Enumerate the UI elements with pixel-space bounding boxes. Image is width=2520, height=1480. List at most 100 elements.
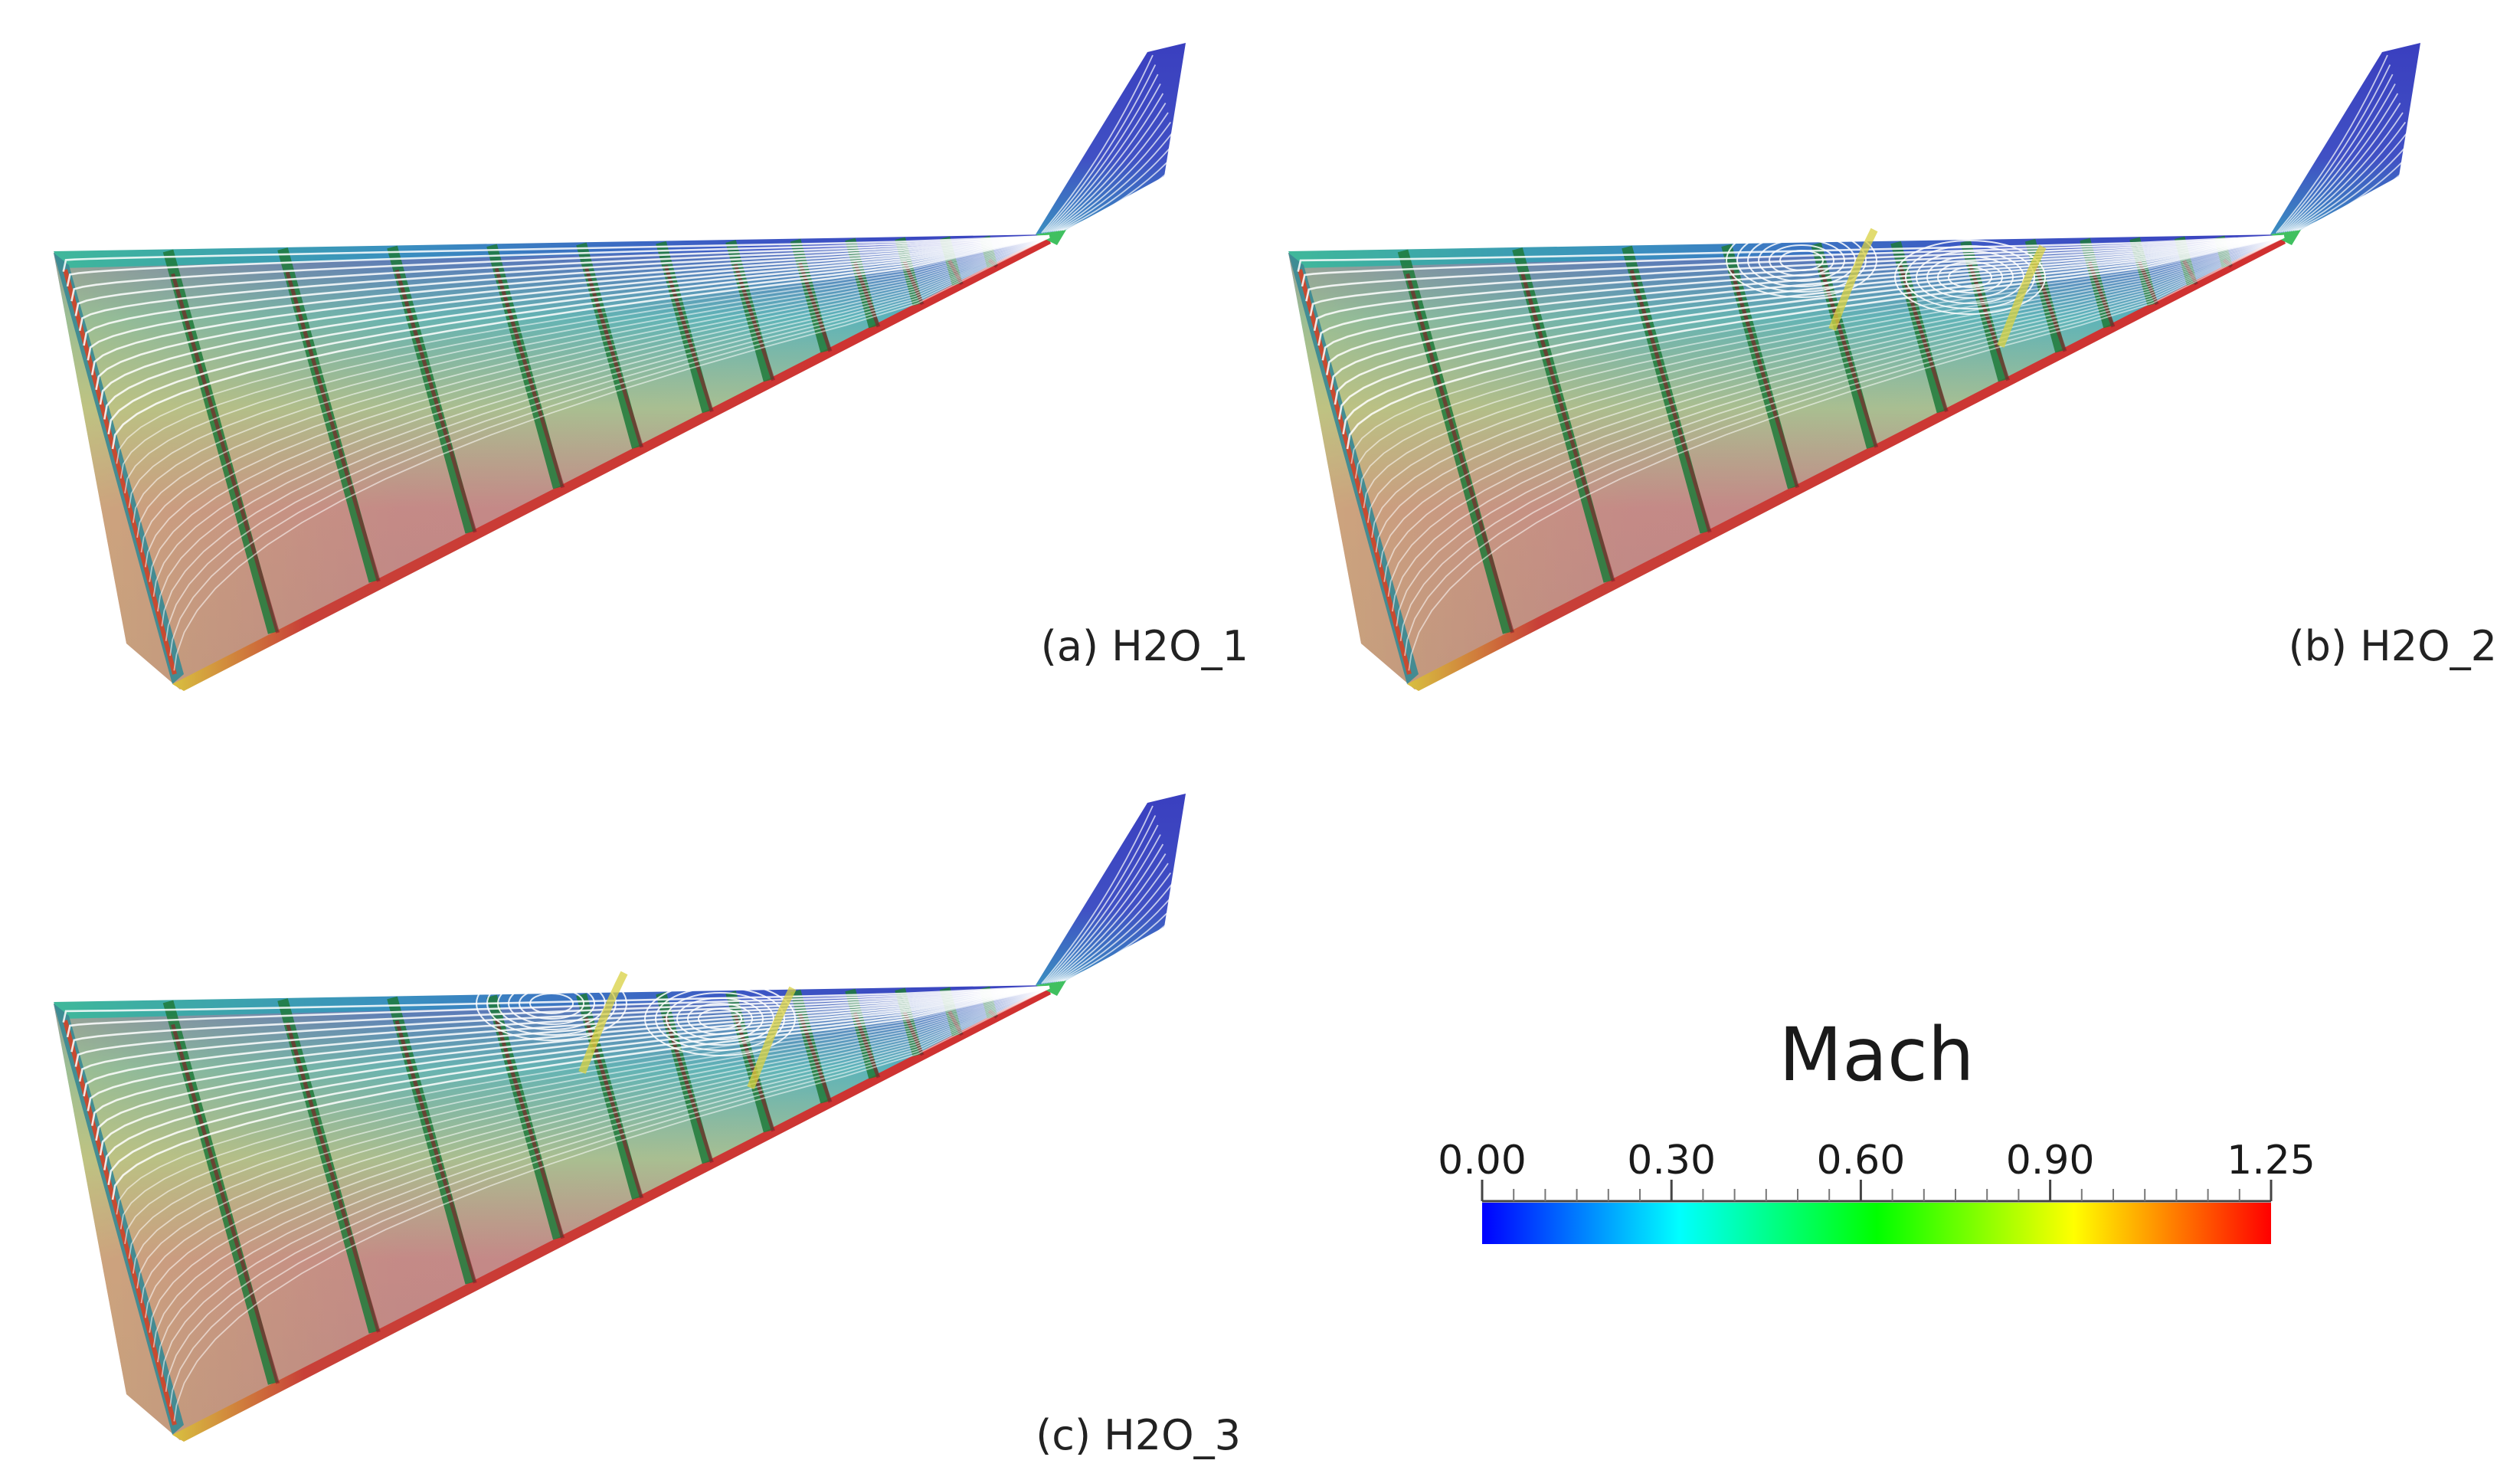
vortex-ring [687, 1003, 753, 1035]
streamline [90, 986, 1050, 1126]
winglet-streamline [2291, 131, 2409, 232]
vortex-ring [655, 987, 785, 1051]
winglet-streamline [1059, 891, 1177, 982]
colorbar-minor-ticks [1481, 1189, 2272, 1201]
streamline [1404, 237, 2285, 657]
wing-rib-edge [1406, 273, 1515, 634]
winglet-streamline [2293, 140, 2411, 231]
colorbar-tick-label: 0.60 [1817, 1138, 1906, 1184]
colorbar-ticks: 0.00 0.30 0.60 0.90 1.25 [1438, 1138, 2315, 1201]
streamline [1325, 235, 2285, 375]
streamline [128, 236, 1050, 509]
colorbar-tick-label: 0.00 [1438, 1138, 1527, 1184]
streamline [157, 987, 1050, 1363]
streamline [1371, 236, 2285, 538]
streamline [1305, 234, 2285, 302]
panel-b-label: (b) H2O_2 [2289, 622, 2497, 670]
streamline [1387, 236, 2285, 598]
panel-c: (c) H2O_3 [54, 794, 1241, 1459]
streamline [157, 236, 1050, 612]
streamline [152, 236, 1050, 598]
vortex-ring [698, 1008, 742, 1030]
vortex-ring [1747, 234, 1856, 287]
streamline [128, 987, 1050, 1259]
vortex-ring [486, 971, 617, 1036]
streamline [161, 987, 1050, 1377]
streamline [1383, 236, 2285, 582]
streamline [165, 236, 1050, 641]
winglet-streamline [1052, 863, 1169, 983]
winglet-streamline [2283, 93, 2399, 233]
streamline [136, 236, 1050, 538]
vortex-ring [508, 982, 595, 1025]
streamline [1399, 236, 2285, 641]
separation-line [1828, 228, 1878, 331]
vortex-ring [1736, 228, 1867, 293]
streamline [1297, 234, 2285, 272]
separation-line [578, 971, 628, 1074]
streamlines-c [62, 805, 1182, 1422]
wing-rib-edge [171, 273, 280, 634]
wing-rib-edge [285, 271, 381, 582]
winglet-streamline [1046, 834, 1161, 984]
vortex-ring [529, 993, 574, 1014]
streamline [1366, 236, 2285, 523]
streamline [173, 987, 1050, 1422]
streamline [165, 987, 1050, 1392]
vortex-ring [1948, 267, 1992, 288]
streamline [74, 986, 1050, 1067]
panel-a: (a) H2O_1 [54, 43, 1249, 691]
streamline [119, 987, 1050, 1230]
vortex-ring [1758, 239, 1845, 282]
winglet-streamline [1045, 74, 1159, 233]
winglet-streamline [1042, 815, 1157, 984]
streamline [140, 236, 1050, 553]
winglet-streamline [1059, 140, 1177, 231]
mach-colorbar: Mach 0.00 0.30 0.60 0.90 1.25 [1438, 1012, 2315, 1244]
streamline [152, 987, 1050, 1348]
winglet-streamline [1049, 93, 1164, 233]
streamline [1392, 236, 2285, 612]
streamline [1354, 236, 2285, 479]
streamline [66, 234, 1050, 287]
wing-rib-edge [171, 1023, 280, 1384]
streamline [1330, 235, 2285, 391]
streamlines-a [62, 54, 1182, 671]
winglet-streamline [1055, 872, 1172, 983]
streamline [1309, 235, 2285, 316]
streamline [111, 235, 1050, 450]
winglet-streamline [2287, 112, 2404, 232]
streamline [116, 236, 1050, 464]
wing-rib-edge [285, 1022, 381, 1333]
streamline [78, 235, 1050, 332]
vortex-ring [1726, 223, 1877, 298]
vortex-ring [1894, 240, 2046, 315]
winglet-streamline [2289, 121, 2407, 232]
streamline [83, 235, 1050, 346]
colorbar-tick-label: 0.30 [1627, 1138, 1716, 1184]
streamline [62, 234, 1050, 272]
winglet-streamline [1060, 901, 1179, 982]
streamline [1408, 237, 2285, 671]
vortex-ring [1905, 245, 2035, 309]
streamline [1342, 235, 2285, 435]
streamline [124, 236, 1050, 494]
vortex-ring [519, 987, 584, 1020]
colorbar-tick-label: 1.25 [2227, 1138, 2315, 1184]
streamline [62, 985, 1050, 1023]
streamline [111, 986, 1050, 1200]
streamline [1334, 235, 2285, 405]
streamline [1359, 236, 2285, 494]
separation-line [747, 986, 797, 1089]
streamline [99, 235, 1050, 405]
vortex-ring [497, 977, 606, 1030]
streamline [78, 986, 1050, 1082]
streamline [161, 236, 1050, 627]
vortex-ring [1916, 250, 2024, 304]
vortex-ring [1779, 250, 1824, 271]
streamline [70, 234, 1050, 302]
winglet-streamline [2295, 150, 2414, 231]
streamline [169, 987, 1050, 1407]
panel-b: (b) H2O_2 [1288, 43, 2497, 691]
